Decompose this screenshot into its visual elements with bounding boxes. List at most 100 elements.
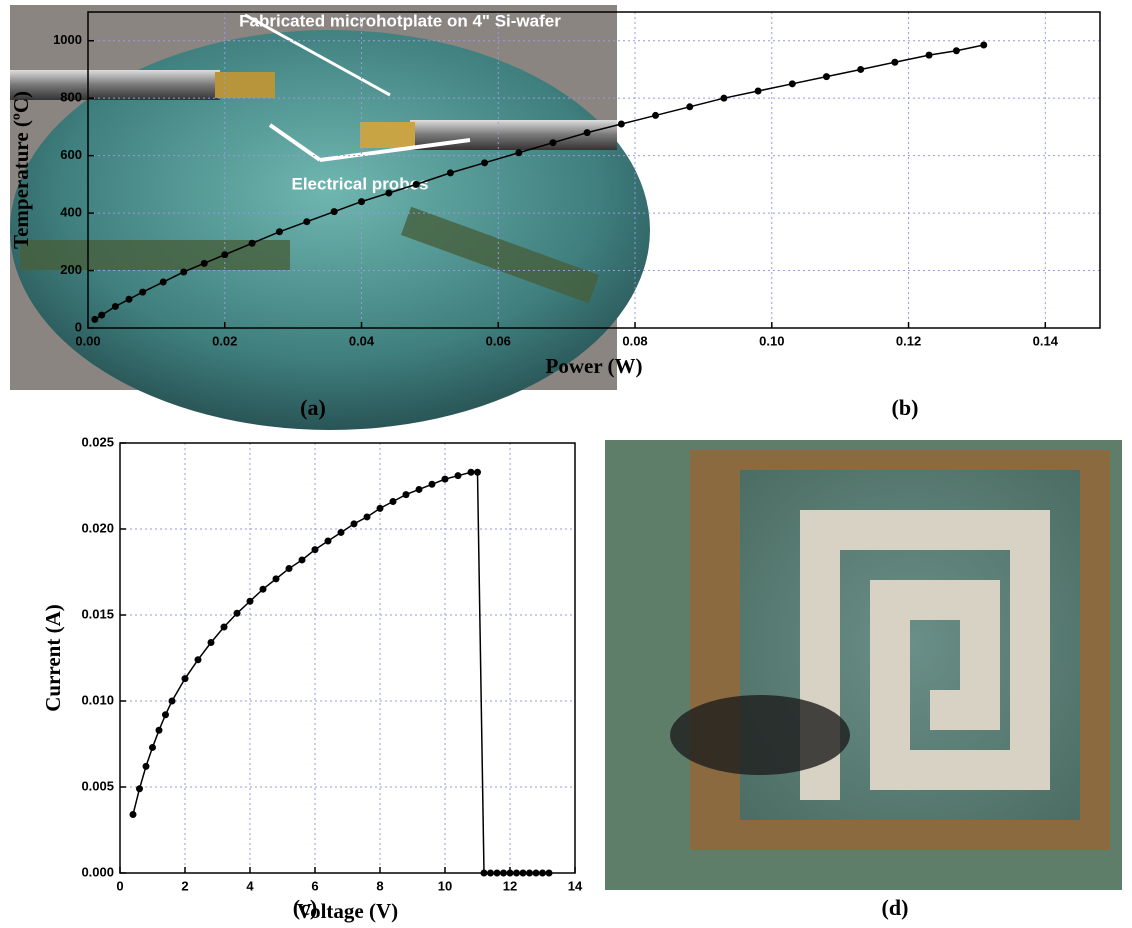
data-point (162, 711, 169, 718)
data-point (618, 121, 625, 128)
data-point (468, 469, 475, 476)
data-point (494, 870, 501, 877)
y-tick-label: 400 (60, 205, 82, 220)
data-point (249, 240, 256, 247)
data-point (180, 268, 187, 275)
data-point (260, 586, 267, 593)
y-tick-label: 1000 (53, 32, 82, 47)
y-tick-label: 600 (60, 147, 82, 162)
data-point (169, 698, 176, 705)
data-point (447, 169, 454, 176)
data-point (247, 598, 254, 605)
plot-frame (120, 443, 575, 873)
data-point (234, 610, 241, 617)
photo-d (605, 440, 1122, 890)
data-point (755, 88, 762, 95)
data-point (442, 476, 449, 483)
data-point (325, 538, 332, 545)
burn-mark (670, 695, 850, 775)
data-point (221, 624, 228, 631)
x-tick-label: 6 (311, 878, 318, 893)
figure: Fabricated microhotplate on 4" Si-wafer … (0, 0, 1132, 923)
data-point (546, 870, 553, 877)
data-point (351, 520, 358, 527)
x-tick-label: 12 (503, 878, 517, 893)
y-tick-label: 200 (60, 262, 82, 277)
x-tick-label: 0 (116, 878, 123, 893)
data-point (273, 575, 280, 582)
data-point (112, 303, 119, 310)
x-tick-label: 4 (246, 878, 254, 893)
data-point (331, 208, 338, 215)
data-point (686, 103, 693, 110)
probe-tip (360, 122, 415, 148)
data-point (513, 870, 520, 877)
data-point (926, 52, 933, 59)
data-point (481, 159, 488, 166)
probe (10, 70, 220, 100)
data-point (533, 870, 540, 877)
probe-tip (215, 72, 275, 98)
data-point (303, 218, 310, 225)
panel-label: (d) (882, 895, 909, 920)
data-point (980, 42, 987, 49)
data-point (857, 66, 864, 73)
panel-label: (b) (892, 395, 919, 420)
y-tick-label: 0.025 (81, 434, 114, 449)
data-point (312, 546, 319, 553)
data-point (891, 59, 898, 66)
data-point (149, 744, 156, 751)
data-point (403, 491, 410, 498)
data-point (377, 505, 384, 512)
data-point (416, 486, 423, 493)
data-point (195, 656, 202, 663)
data-point (139, 289, 146, 296)
data-point (429, 481, 436, 488)
data-point (474, 469, 481, 476)
data-point (789, 80, 796, 87)
y-tick-label: 0.015 (81, 606, 114, 621)
x-tick-label: 0.00 (75, 333, 100, 348)
data-point (221, 251, 228, 258)
data-point (549, 139, 556, 146)
data-point (526, 870, 533, 877)
x-tick-label: 8 (376, 878, 383, 893)
y-tick-label: 800 (60, 90, 82, 105)
data-point (823, 73, 830, 80)
x-tick-label: 0.14 (1033, 333, 1059, 348)
data-point (276, 228, 283, 235)
data-point (98, 312, 105, 319)
x-tick-label: 10 (438, 878, 452, 893)
data-point (455, 472, 462, 479)
data-point (584, 129, 591, 136)
x-tick-label: 0.04 (349, 333, 375, 348)
data-point (520, 870, 527, 877)
data-point (136, 785, 143, 792)
x-tick-label: 0.10 (759, 333, 784, 348)
data-point (358, 198, 365, 205)
x-tick-label: 0.12 (896, 333, 921, 348)
data-point (500, 870, 507, 877)
data-point (338, 529, 345, 536)
x-tick-label: 2 (181, 878, 188, 893)
data-point (182, 675, 189, 682)
x-tick-label: 0.06 (486, 333, 511, 348)
y-tick-label: 0.020 (81, 520, 114, 535)
data-point (286, 565, 293, 572)
data-point (652, 112, 659, 119)
data-point (487, 870, 494, 877)
y-axis-title: Current (A) (41, 604, 65, 712)
panel-label: (a) (300, 395, 326, 420)
data-point (156, 727, 163, 734)
x-tick-label: 0.08 (622, 333, 647, 348)
data-point (364, 513, 371, 520)
data-point (201, 260, 208, 267)
y-tick-label: 0 (75, 319, 82, 334)
y-axis-title: Temperature (ºC) (9, 91, 33, 249)
panel-label: (c) (293, 895, 317, 920)
data-point (130, 811, 137, 818)
data-point (720, 95, 727, 102)
annotation: Electrical probes (291, 174, 428, 193)
y-tick-label: 0.005 (81, 778, 114, 793)
data-point (953, 47, 960, 54)
